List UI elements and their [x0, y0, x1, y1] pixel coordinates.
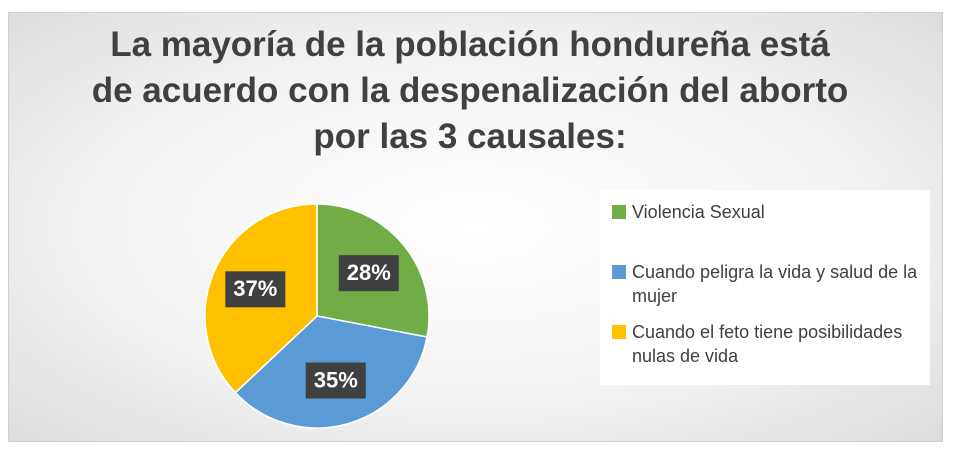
legend-entry: Cuando el feto tiene posibilidades nulas… [610, 320, 920, 368]
data-label: 28% [347, 260, 391, 285]
data-label-box [225, 271, 286, 308]
legend-swatch [612, 265, 626, 279]
data-label: 35% [314, 367, 358, 392]
legend-swatch [612, 205, 626, 219]
legend-entry: Cuando peligra la vida y salud de la muj… [610, 260, 920, 308]
legend-label: Cuando peligra la vida y salud de la muj… [632, 262, 918, 306]
chart-title: La mayoría de la población hondureña est… [91, 25, 849, 156]
data-label: 37% [233, 276, 277, 301]
legend-label: Cuando el feto tiene posibilidades nulas… [632, 322, 903, 366]
legend-entry: Violencia Sexual [610, 200, 920, 224]
legend-swatch [612, 325, 626, 339]
legend: Violencia Sexual Cuando peligra la vida y… [600, 190, 930, 385]
legend-label: Violencia Sexual [632, 202, 765, 222]
data-label-box [338, 255, 399, 292]
data-label-box [305, 362, 366, 399]
